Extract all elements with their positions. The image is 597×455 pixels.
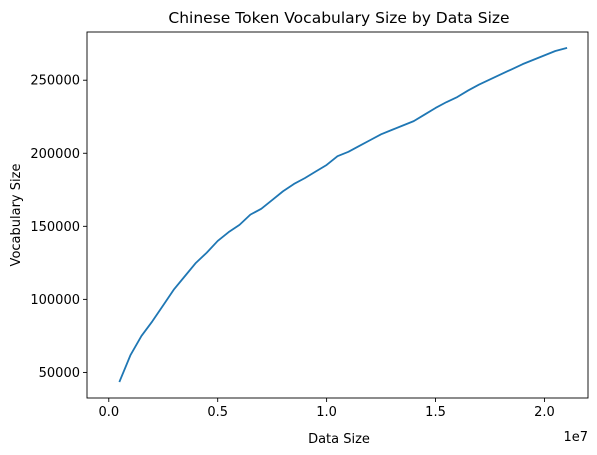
y-tick-label: 150000	[30, 220, 80, 235]
x-tick-label: 0.5	[207, 405, 228, 420]
x-tick-label: 0.0	[98, 405, 119, 420]
x-tick-label: 1.0	[316, 405, 337, 420]
x-axis-label: Data Size	[308, 432, 370, 447]
y-axis: 50000 100000 150000 200000 250000	[30, 74, 87, 381]
x-axis: 0.0 0.5 1.0 1.5 2.0	[98, 398, 555, 420]
plot-area	[118, 46, 568, 383]
y-tick-label: 50000	[39, 366, 80, 381]
y-tick-label: 200000	[30, 147, 80, 162]
y-tick-label: 250000	[30, 74, 80, 89]
chart-title: Chinese Token Vocabulary Size by Data Si…	[168, 9, 509, 27]
y-tick-label: 100000	[30, 293, 80, 308]
y-axis-label: Vocabulary Size	[9, 164, 24, 267]
x-offset-text: 1e7	[563, 430, 588, 445]
plot-frame	[86, 31, 589, 399]
x-tick-label: 1.5	[425, 405, 446, 420]
series-line	[118, 46, 568, 383]
x-tick-label: 2.0	[534, 405, 555, 420]
